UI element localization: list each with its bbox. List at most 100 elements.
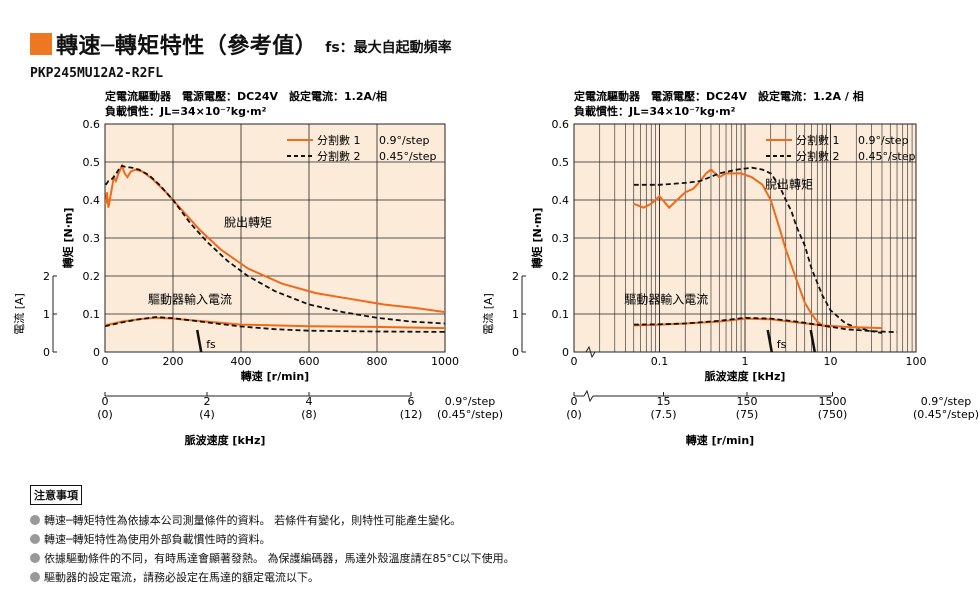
x2-tick-label: 1500: [819, 395, 847, 408]
condition-line-2: 負載慣性：JL=34×10⁻⁷kg·m²: [574, 104, 736, 118]
fs-marker: [809, 329, 816, 353]
y-tick-label: 0.3: [83, 232, 101, 245]
input-current-label: 驅動器輸入電流: [624, 291, 708, 306]
x2-tick-label: (0): [566, 408, 582, 421]
pullout-torque-label: 脫出轉矩: [224, 215, 272, 230]
y-tick-label: 0.1: [83, 308, 101, 321]
y-tick-label: 0.4: [83, 194, 101, 207]
x2-tick-label: 150: [737, 395, 758, 408]
x2-tick-label: (75): [736, 408, 759, 421]
legend-series-name: 分割數 2: [317, 149, 361, 163]
axis-break-mark: [583, 389, 594, 403]
y-tick-label: 0.2: [83, 270, 101, 283]
y2-tick-label: 1: [512, 308, 519, 321]
page-title: 轉速─轉矩特性（參考值） fs：最大自起動頻率: [30, 30, 452, 59]
note-text: 依據驅動條件的不同，有時馬達會顯著發熱。 為保護編碼器，馬達外殼溫度請在85°C…: [44, 552, 515, 565]
x-tick-label: 200: [163, 355, 184, 368]
note-item: 轉速─轉矩特性為使用外部負載慣性時的資料。: [30, 531, 515, 547]
x2-unit-label: 0.9°/step: [445, 395, 496, 408]
fs-marker: [195, 329, 203, 353]
bullet-icon: [30, 515, 40, 525]
y-tick-label: 0.3: [552, 232, 570, 245]
title-text: 轉速─轉矩特性（參考值）: [56, 34, 318, 59]
x-tick-label: 0.1: [651, 355, 669, 368]
x-tick-label: 1000: [431, 355, 459, 368]
series-step2-torque-line: [104, 164, 446, 325]
fs-label: fs: [777, 338, 787, 351]
series-step2-current-line: [104, 316, 446, 333]
x2-tick-label: 0: [102, 395, 109, 408]
x-tick-label: 600: [299, 355, 320, 368]
y2-axis-label: 電流 [A]: [12, 293, 26, 335]
y-axis-label: 轉矩 [N·m]: [530, 208, 544, 269]
x-tick-label: 0: [102, 355, 109, 368]
title-square-icon: [30, 33, 52, 55]
x-tick-label: 100: [906, 355, 927, 368]
legend-series-note: 0.9°/step: [858, 134, 909, 147]
note-text: 轉速─轉矩特性為使用外部負載慣性時的資料。: [44, 533, 271, 546]
y-tick-label: 0.6: [83, 118, 101, 131]
x-tick-label: 0: [571, 355, 578, 368]
x2-tick-label: 2: [204, 395, 211, 408]
model-number: PKP245MU12A2-R2FL: [30, 66, 164, 81]
y-tick-label: 0: [93, 346, 100, 359]
x2-tick-label: (4): [199, 408, 215, 421]
y-tick-label: 0.2: [552, 270, 570, 283]
x-axis-label: 轉速 [r/min]: [241, 369, 309, 383]
x2-unit-label: 0.9°/step: [921, 395, 972, 408]
note-text: 驅動器的設定電流，請務必設定在馬達的額定電流以下。: [44, 571, 319, 584]
condition-line-1: 定電流驅動器 電源電壓：DC24V 設定電流：1.2A/相: [105, 89, 387, 103]
y2-tick-label: 0: [512, 346, 519, 359]
y2-tick-label: 0: [43, 346, 50, 359]
fs-label: fs: [206, 338, 216, 351]
pullout-torque-label: 脫出轉矩: [765, 177, 813, 192]
legend-series-note: 0.9°/step: [379, 134, 430, 147]
y2-tick-label: 2: [43, 270, 50, 283]
series-step1-torque-line: [104, 163, 446, 314]
x-axis-label: 脈波速度 [kHz]: [705, 369, 786, 383]
x2-tick-label: (7.5): [650, 408, 676, 421]
y-tick-label: 0.1: [552, 308, 570, 321]
x2-tick-label: 0: [571, 395, 578, 408]
condition-line-1: 定電流驅動器 電源電壓：DC24V 設定電流：1.2A / 相: [574, 89, 864, 103]
x2-tick-label: (750): [818, 408, 848, 421]
title-fs-note: fs：最大自起動頻率: [325, 40, 452, 56]
x-tick-label: 800: [367, 355, 388, 368]
y-tick-label: 0: [562, 346, 569, 359]
note-text: 轉速─轉矩特性為依據本公司測量條件的資料。 若條件有變化，則特性可能產生變化。: [44, 514, 462, 527]
note-item: 轉速─轉矩特性為依據本公司測量條件的資料。 若條件有變化，則特性可能產生變化。: [30, 512, 515, 528]
x2-tick-label: (12): [400, 408, 423, 421]
note-item: 依據驅動條件的不同，有時馬達會顯著發熱。 為保護編碼器，馬達外殼溫度請在85°C…: [30, 550, 515, 566]
input-current-label: 驅動器輸入電流: [148, 291, 232, 306]
series-step1-torque-line: [633, 168, 831, 329]
x2-tick-label: 15: [657, 395, 671, 408]
legend-series-note: 0.45°/step: [858, 150, 916, 163]
notes-heading: 注意事項: [30, 485, 82, 505]
y-tick-label: 0.4: [552, 194, 570, 207]
y2-tick-label: 2: [512, 270, 519, 283]
x2-axis-label: 轉速 [r/min]: [686, 433, 754, 447]
y-tick-label: 0.5: [552, 156, 570, 169]
note-item: 驅動器的設定電流，請務必設定在馬達的額定電流以下。: [30, 569, 515, 585]
y-tick-label: 0.6: [552, 118, 570, 131]
bullet-icon: [30, 572, 40, 582]
legend-series-name: 分割數 2: [796, 149, 840, 163]
x2-tick-label: 6: [408, 395, 415, 408]
x2-axis-label: 脈波速度 [kHz]: [185, 433, 266, 447]
y2-axis-label: 電流 [A]: [481, 293, 495, 335]
y2-tick-label: 1: [43, 308, 50, 321]
bullet-icon: [30, 534, 40, 544]
bullet-icon: [30, 553, 40, 563]
legend-series-name: 分割數 1: [317, 133, 361, 147]
y-tick-label: 0.5: [83, 156, 101, 169]
y-axis-label: 轉矩 [N·m]: [61, 208, 75, 269]
legend-series-name: 分割數 1: [796, 133, 840, 147]
x-tick-label: 400: [231, 355, 252, 368]
notes-section: 注意事項 轉速─轉矩特性為依據本公司測量條件的資料。 若條件有變化，則特性可能產…: [30, 485, 515, 588]
series-step2-torque-line: [633, 166, 883, 334]
x2-unit-label: (0.45°/step): [913, 408, 979, 421]
axis-break-mark: [585, 345, 596, 359]
x2-tick-label: 4: [306, 395, 313, 408]
x-tick-label: 10: [824, 355, 838, 368]
